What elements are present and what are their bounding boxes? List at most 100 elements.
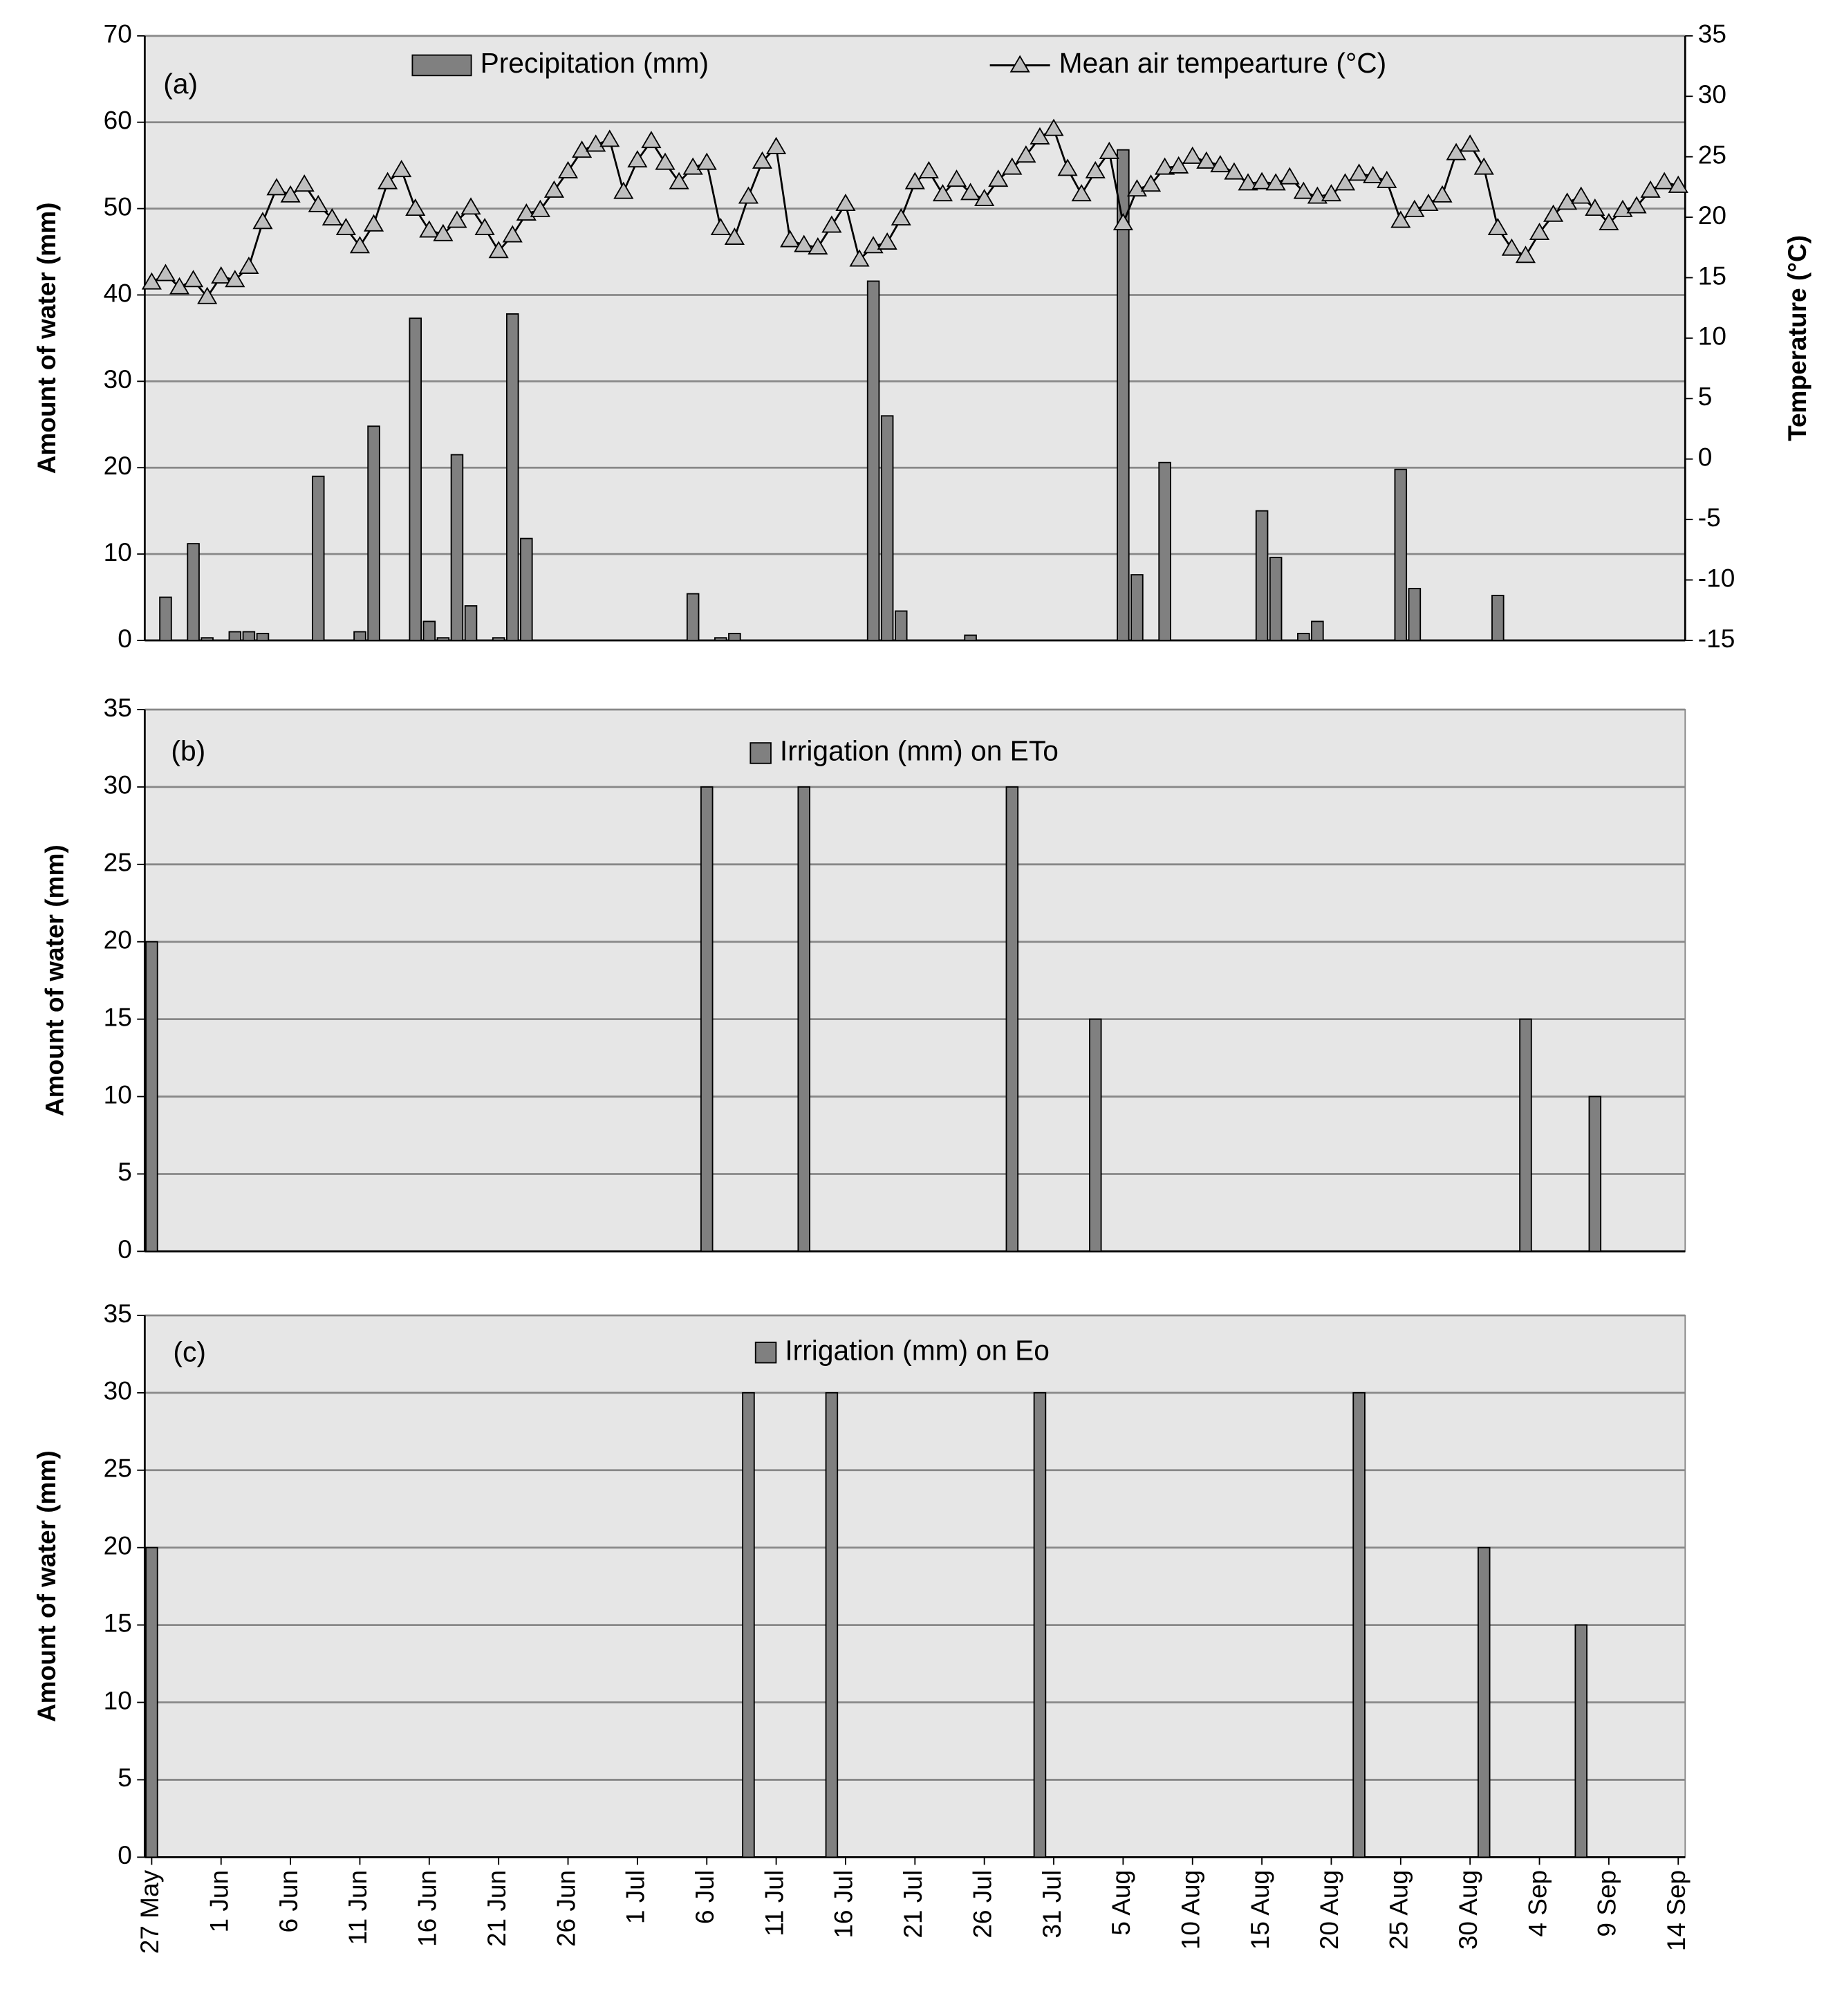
temperature-marker: [1057, 158, 1078, 176]
temperature-marker: [1654, 172, 1675, 189]
temperature-marker: [460, 197, 481, 215]
x-tick-label: 11 Jul: [759, 1870, 788, 1936]
bar: [825, 1391, 839, 1858]
bar: [1588, 1095, 1602, 1252]
y-tick-label: 30: [104, 770, 132, 799]
x-tick-label: 21 Jul: [898, 1870, 927, 1939]
bar: [686, 593, 700, 641]
temperature-marker: [1334, 173, 1356, 191]
y-tick-label: 5: [118, 1157, 132, 1186]
temperature-marker: [1599, 213, 1619, 231]
temperature-marker: [1460, 134, 1480, 152]
y-tick-label: 30: [104, 364, 132, 394]
temperature-marker: [363, 214, 384, 232]
temperature-marker: [1626, 196, 1647, 214]
y-tick-label: 10: [104, 537, 132, 566]
temperature-marker: [1390, 210, 1411, 228]
temperature-marker: [849, 249, 870, 267]
temperature-marker: [696, 152, 717, 170]
legend-label: Irrigation (mm) on Eo: [785, 1334, 1050, 1366]
x-tick-label: 15 Aug: [1245, 1870, 1274, 1950]
temperature-marker: [1293, 181, 1314, 199]
temperature-marker: [266, 178, 287, 196]
x-tick-label: 10 Aug: [1176, 1870, 1205, 1950]
bar: [714, 637, 727, 641]
bar: [201, 637, 214, 641]
x-tick-label: 26 Jun: [551, 1870, 580, 1947]
temperature-marker: [433, 223, 454, 241]
y-tick-label: 20: [104, 451, 132, 480]
temperature-marker: [1571, 186, 1592, 204]
y-tick-label: 50: [104, 192, 132, 221]
temperature-marker: [1501, 238, 1522, 256]
temperature-marker: [738, 186, 759, 204]
bar: [728, 633, 741, 641]
y-tick-label: 60: [104, 106, 132, 135]
temperature-marker: [682, 157, 703, 175]
temperature-marker: [391, 160, 412, 178]
bar: [742, 1391, 755, 1858]
temperature-marker: [766, 136, 787, 154]
x-tick-label: 21 Jun: [482, 1870, 511, 1947]
temperature-marker: [1112, 213, 1133, 231]
temperature-marker: [1238, 173, 1258, 191]
temperature-marker: [960, 183, 981, 201]
temperature-marker: [488, 241, 509, 259]
y-tick-label: 20: [104, 1531, 132, 1560]
x-tick-label: 27 May: [135, 1869, 164, 1954]
bar: [492, 637, 505, 641]
bar: [1491, 595, 1505, 641]
bar: [1130, 574, 1144, 641]
temperature-marker: [794, 234, 814, 252]
bar: [1477, 1546, 1491, 1858]
bar: [311, 475, 325, 641]
y2-tick-label: 10: [1698, 322, 1726, 351]
temperature-marker: [572, 140, 593, 158]
bar: [505, 313, 519, 641]
legend-label: Precipitation (mm): [481, 47, 709, 79]
x-tick-label: 14 Sep: [1661, 1870, 1691, 1951]
x-tick-label: 11 Jun: [343, 1870, 372, 1945]
y2-tick-label: -15: [1698, 624, 1735, 653]
bar: [1088, 1018, 1102, 1252]
y-tick-label: 0: [118, 1234, 132, 1264]
temperature-marker: [1363, 165, 1384, 183]
temperature-marker: [1016, 145, 1036, 163]
temperature-marker: [1557, 192, 1578, 210]
temperature-marker: [1377, 170, 1397, 188]
bar: [256, 633, 270, 641]
temperature-marker: [1446, 142, 1466, 160]
y-tick-label: 0: [118, 1840, 132, 1869]
temperature-marker: [225, 270, 245, 288]
bar: [228, 631, 242, 641]
y-axis-label: Amount of water (mm): [39, 844, 68, 1116]
y-tick-label: 25: [104, 1454, 132, 1483]
temperature-marker: [378, 172, 398, 189]
temperature-marker: [724, 228, 745, 246]
temperature-marker: [280, 185, 301, 203]
y2-tick-label: 25: [1698, 140, 1726, 169]
temperature-marker: [308, 194, 328, 212]
bar: [145, 941, 158, 1252]
temperature-marker: [239, 256, 259, 274]
y2-tick-label: 15: [1698, 261, 1726, 290]
legend-swatch: [411, 54, 472, 77]
temperature-marker: [1265, 173, 1286, 191]
temperature-marker: [1404, 199, 1425, 217]
bar: [1574, 1624, 1587, 1858]
temperature-marker: [1224, 162, 1245, 180]
bar: [1033, 1391, 1047, 1858]
temperature-marker: [1279, 167, 1300, 185]
temperature-marker: [808, 237, 828, 255]
x-tick-label: 6 Jun: [274, 1870, 303, 1933]
temperature-marker: [1043, 118, 1064, 136]
temperature-marker: [1140, 174, 1162, 192]
temperature-marker: [405, 198, 426, 216]
bar: [1311, 620, 1324, 641]
bar: [367, 425, 380, 641]
temperature-marker: [599, 129, 620, 147]
bar: [1158, 461, 1171, 641]
temperature-marker: [1210, 155, 1231, 173]
y-tick-label: 10: [104, 1685, 132, 1714]
